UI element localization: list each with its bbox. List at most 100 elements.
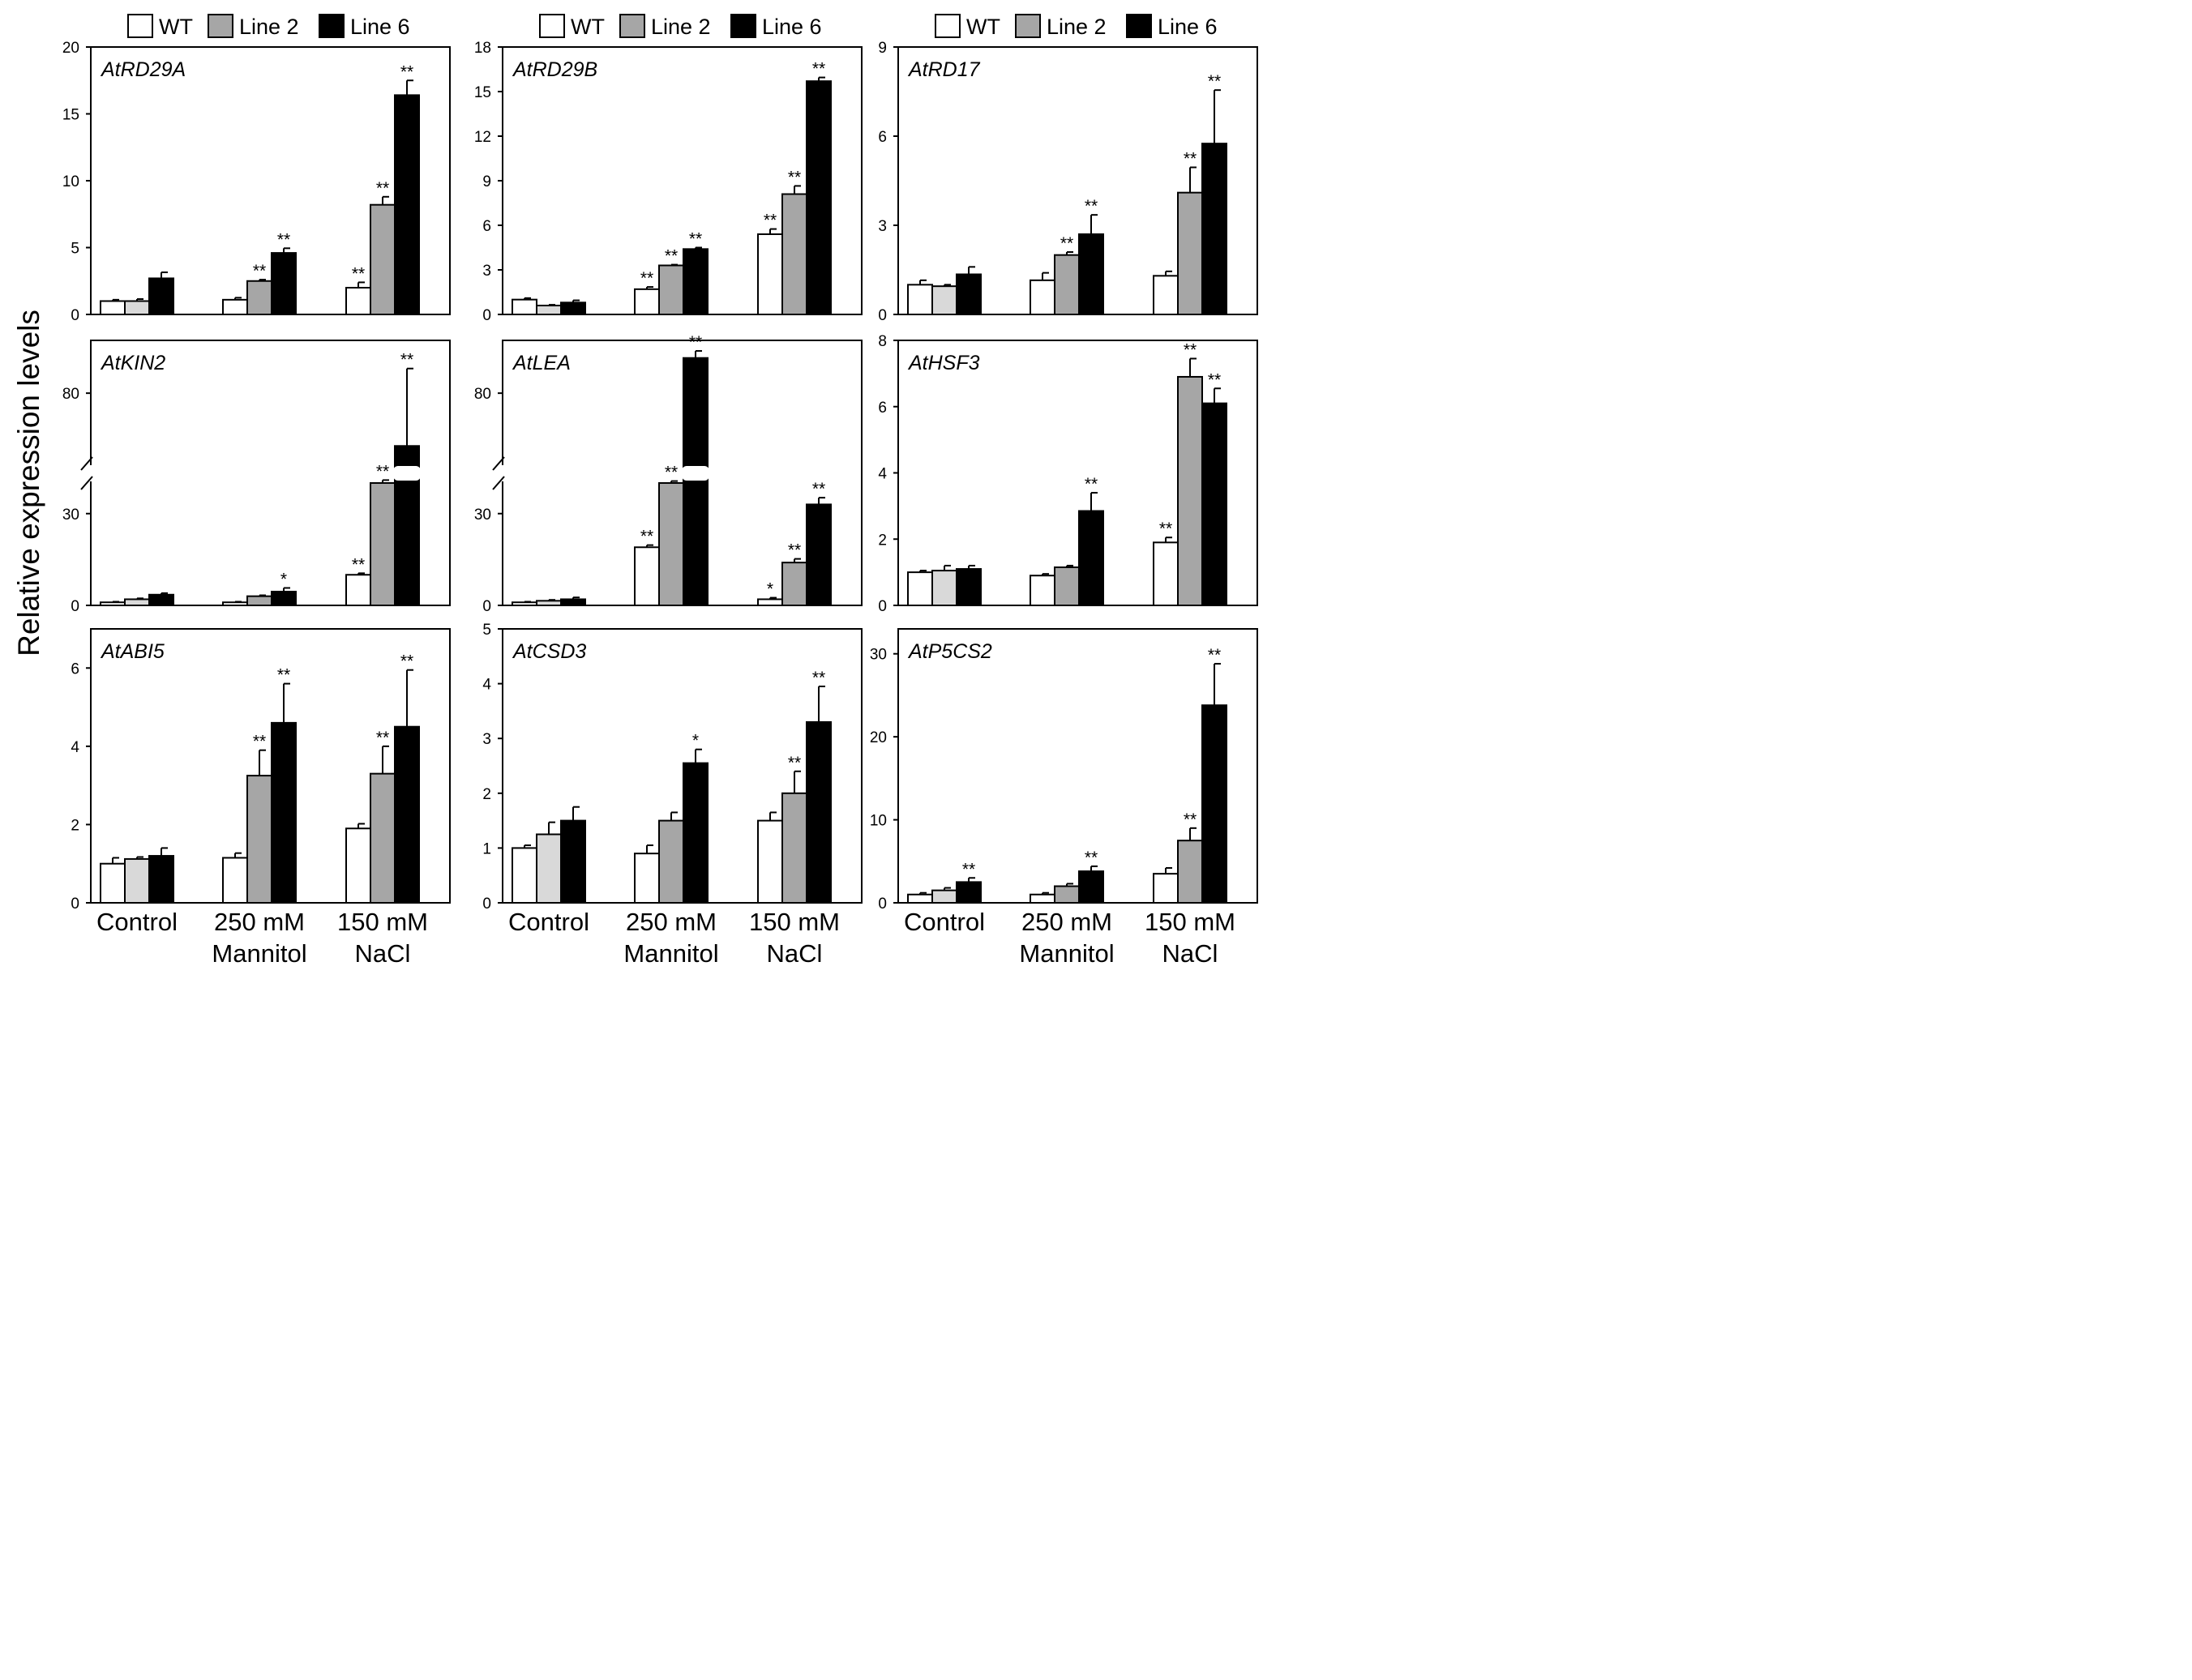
axis-break-mark	[492, 456, 505, 471]
y-tick-label: 0	[482, 307, 491, 324]
bar-line-2-control	[124, 598, 150, 607]
y-tick-label: 6	[878, 129, 887, 146]
y-tick-label: 2	[878, 532, 887, 549]
category-label-150-mm: 150 mM	[1145, 908, 1235, 936]
panel-title-atcsd3: AtCSD3	[512, 640, 586, 663]
bar-line-6-control	[956, 273, 982, 315]
bar-wt-250-mm-mannitol	[634, 853, 660, 904]
y-tick-label: 10	[62, 173, 79, 190]
y-tick-label: 2	[482, 786, 491, 803]
y-tick-label: 3	[482, 731, 491, 748]
significance-marker: **	[665, 247, 678, 266]
bar-line-6-250-mm-mannitol	[1078, 510, 1104, 606]
bar-line-2-150-mm-nacl	[370, 482, 396, 606]
significance-marker: **	[1208, 72, 1221, 91]
category-label-250-mm: 250 mM	[214, 908, 305, 936]
significance-marker: **	[812, 60, 825, 79]
bar-line-2-control	[931, 570, 957, 606]
y-tick-label: 8	[878, 333, 887, 350]
bar-line-6-150-mm-nacl	[1201, 143, 1227, 315]
bar-wt-250-mm-mannitol	[634, 546, 660, 607]
significance-marker: **	[1159, 519, 1172, 538]
y-tick-label: 20	[62, 40, 79, 57]
bar-line-2-250-mm-mannitol	[1054, 254, 1080, 315]
category-label-nacl: NaCl	[355, 939, 411, 968]
bar-line-6-control	[148, 277, 174, 316]
axis-break-mark	[80, 456, 93, 471]
y-tick-label: 30	[474, 507, 491, 524]
y-tick-label: 9	[878, 40, 887, 57]
category-label-150-mm: 150 mM	[749, 908, 840, 936]
y-tick-label: 9	[482, 173, 491, 190]
category-label-control: Control	[904, 908, 985, 936]
bar-wt-150-mm-nacl	[345, 827, 371, 904]
axis-break-gap	[81, 465, 92, 481]
legend-swatch-wt	[127, 14, 153, 38]
legend-label-line-6: Line 6	[350, 15, 410, 39]
bar-line-2-150-mm-nacl	[1177, 375, 1203, 606]
significance-marker: **	[1184, 340, 1197, 359]
significance-marker: **	[788, 541, 801, 560]
legend-label-line-6: Line 6	[762, 15, 822, 39]
category-label-nacl: NaCl	[1162, 939, 1218, 968]
y-tick-label: 30	[870, 647, 887, 664]
bar-line-2-150-mm-nacl	[370, 772, 396, 904]
bar-break-band	[682, 466, 709, 481]
bar-wt-150-mm-nacl	[757, 233, 783, 315]
panel-atrd29a: 0 5 10 15 20 ** ** ** ** ** AtRD29A	[62, 40, 451, 324]
bar-line-6-control	[560, 301, 586, 316]
panel-title-atkin2: AtKIN2	[100, 352, 165, 374]
panel-title-atrd29b: AtRD29B	[512, 58, 597, 81]
significance-marker: *	[280, 570, 287, 588]
bar-line-6-150-mm-nacl	[806, 80, 832, 316]
y-tick-label: 0	[878, 307, 887, 324]
y-tick-label: 1	[482, 840, 491, 857]
bar-wt-150-mm-nacl	[1153, 275, 1179, 316]
category-label-250-mm: 250 mM	[626, 908, 717, 936]
y-tick-label: 2	[71, 817, 79, 834]
legend-swatch-line-2	[619, 14, 645, 38]
bar-wt-control	[100, 300, 126, 315]
panel-title-atlea: AtLEA	[512, 352, 571, 374]
significance-marker: **	[812, 669, 825, 687]
bar-line-6-control	[956, 568, 982, 606]
figure: WT Line 2 Line 6 WT Line 2 Line 6 WT Line 2 Line…	[12, 14, 1258, 968]
y-tick-label: 0	[878, 896, 887, 913]
bar-line-6-250-mm-mannitol	[271, 721, 297, 904]
significance-marker: **	[1184, 150, 1197, 169]
significance-marker: **	[400, 62, 413, 81]
legend-swatch-line-2	[208, 14, 233, 38]
bar-wt-control	[100, 862, 126, 904]
bar-line-6-control	[148, 855, 174, 904]
bar-wt-150-mm-nacl	[345, 574, 371, 606]
significance-marker: **	[764, 212, 777, 230]
panel-athsf3: 0 2 4 6 8 ** ** ** ** AtHSF3	[878, 333, 1258, 615]
significance-marker: **	[788, 168, 801, 186]
panel-title-atrd17: AtRD17	[907, 58, 981, 81]
y-tick-label: 10	[870, 813, 887, 830]
y-tick-label: 3	[878, 218, 887, 235]
bar-line-2-150-mm-nacl	[781, 193, 807, 315]
x-axis-category-labels: Control 250 mM Mannitol 150 mM NaCl Control 25…	[96, 908, 1235, 968]
significance-marker: **	[665, 464, 678, 482]
y-tick-label: 0	[482, 896, 491, 913]
y-tick-label: 3	[482, 263, 491, 280]
category-label-control: Control	[508, 908, 589, 936]
y-tick-label: 20	[870, 729, 887, 746]
category-label-mannitol: Mannitol	[1019, 939, 1114, 968]
significance-marker: **	[1085, 475, 1098, 494]
y-tick-label: 0	[878, 598, 887, 615]
category-label-nacl: NaCl	[767, 939, 823, 968]
bar-wt-250-mm-mannitol	[222, 601, 248, 606]
panel-atrd17: 0 3 6 9 ** ** ** ** AtRD17	[878, 40, 1258, 324]
legend-swatch-wt	[539, 14, 565, 38]
axis-break-mark	[80, 476, 93, 490]
significance-marker: **	[376, 729, 389, 747]
significance-marker: **	[253, 262, 266, 280]
significance-marker: **	[1060, 234, 1073, 253]
bar-wt-250-mm-mannitol	[1030, 893, 1055, 904]
significance-marker: **	[788, 754, 801, 772]
bar-wt-control	[512, 298, 537, 315]
bar-wt-control	[907, 893, 933, 904]
y-tick-label: 80	[62, 386, 79, 403]
